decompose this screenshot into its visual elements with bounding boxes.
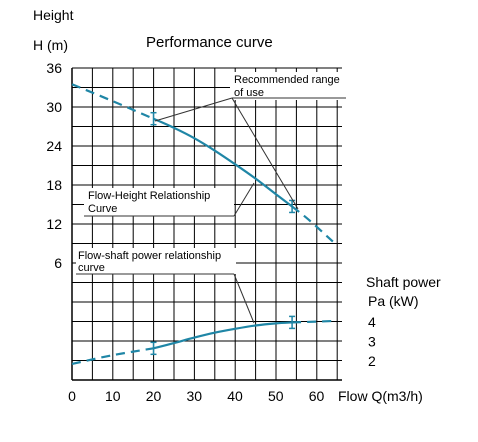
y-right-tick-label: 2: [368, 353, 376, 369]
y-left-tick-label: 12: [46, 216, 62, 232]
leader-line: [154, 97, 233, 122]
series-0-dashed-end: [291, 205, 334, 243]
leader-line: [233, 182, 255, 217]
x-tick-label: 0: [68, 388, 76, 404]
annotation-fp-line2: curve: [78, 262, 105, 274]
leader-line: [233, 273, 255, 324]
x-tick-label: 40: [227, 388, 243, 404]
y-right-tick-label: 4: [368, 314, 376, 330]
y-right-tick-labels: 4 3 2: [368, 314, 376, 369]
x-tick-labels: 0 10 20 30 40 50 60: [68, 388, 324, 404]
y-left-label-line1: Height: [33, 7, 74, 23]
leader-line: [231, 97, 299, 210]
y-left-label-line2: H (m): [33, 37, 68, 53]
annotation-bg: [76, 248, 236, 274]
y-left-tick-label: 6: [54, 255, 62, 271]
x-tick-label: 60: [309, 388, 325, 404]
y-left-tick-label: 30: [46, 99, 62, 115]
x-tick-label: 20: [146, 388, 162, 404]
y-left-tick-label: 36: [46, 60, 62, 76]
annotation-range-line2: of use: [234, 87, 264, 99]
series-1-solid: [153, 321, 293, 350]
y-left-tick-labels: 36 30 24 18 12 6: [46, 60, 62, 271]
x-axis-label: Flow Q(m3/h): [338, 388, 423, 404]
chart-grid: [71, 67, 342, 381]
annotation-range-line1: Recommended range: [234, 74, 340, 86]
annotation-bg: [84, 188, 234, 216]
annotation-bg: [230, 72, 348, 100]
y-left-tick-label: 18: [46, 177, 62, 193]
annotation-fp-line1: Flow-shaft power relationship: [78, 250, 221, 262]
y-left-tick-label: 24: [46, 138, 62, 154]
annotation-leaders: [76, 72, 348, 324]
y-right-label-line2: Pa (kW): [368, 293, 419, 309]
x-tick-label: 10: [105, 388, 121, 404]
annotation-fh-line1: Flow-Height Relationship: [88, 190, 210, 202]
series-1-dashed-end: [292, 319, 333, 324]
chart-title: Performance curve: [146, 34, 273, 51]
annotation-fh-line2: Curve: [88, 203, 117, 215]
x-tick-label: 30: [186, 388, 202, 404]
series-0-solid: [153, 117, 293, 208]
series-0-dashed-start: [71, 83, 154, 120]
chart-curves: [71, 83, 334, 366]
y-right-tick-label: 3: [368, 334, 376, 350]
y-right-label-line1: Shaft power: [366, 274, 441, 290]
x-tick-label: 50: [268, 388, 284, 404]
chart-range-marks: [150, 111, 296, 356]
